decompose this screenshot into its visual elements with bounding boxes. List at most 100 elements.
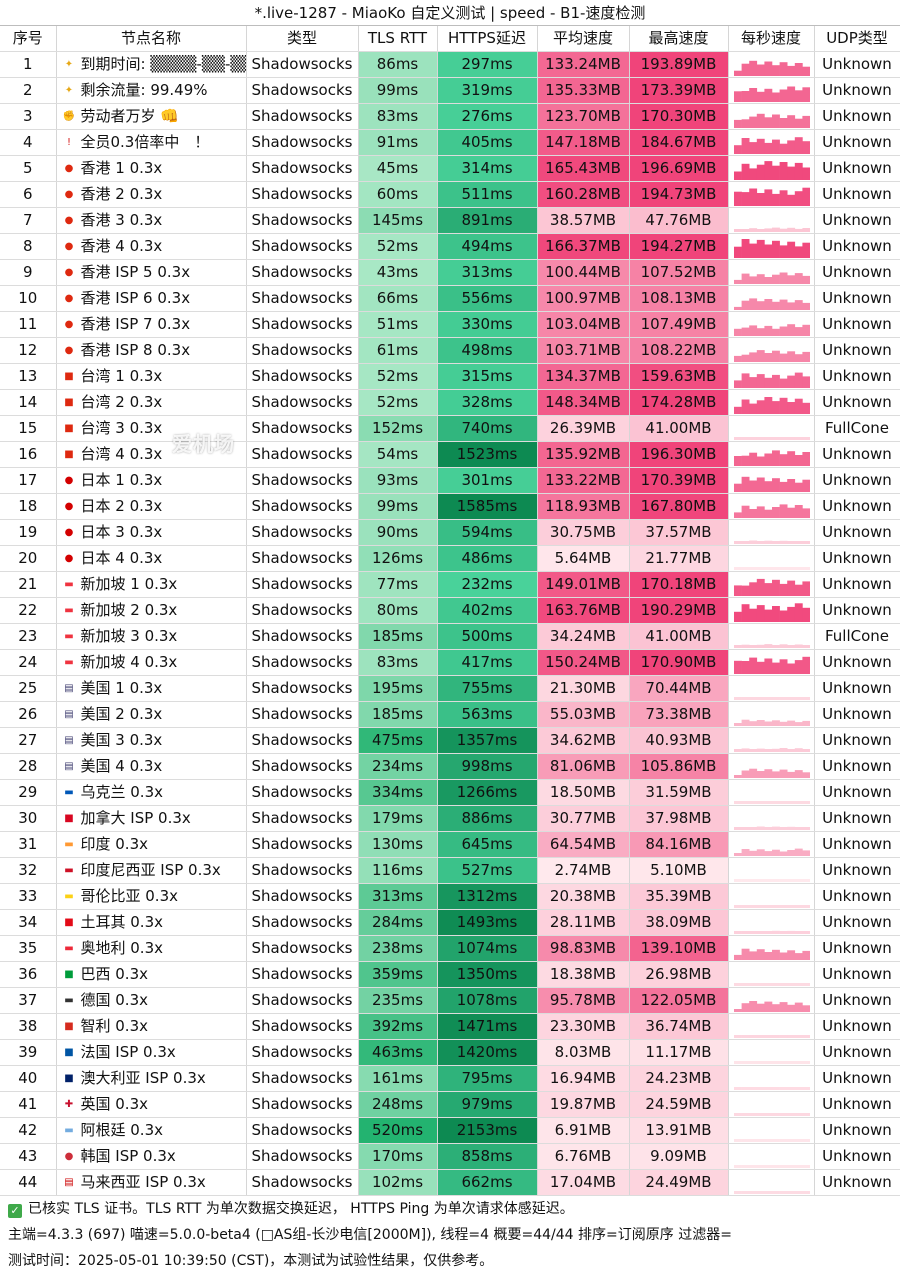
sparkline-bar <box>801 324 810 336</box>
tls-rtt: 86ms <box>358 51 438 78</box>
row-index: 33 <box>0 883 57 910</box>
sparkline-bar <box>763 982 772 986</box>
sparkline-bar <box>741 1112 749 1116</box>
per-second-speed-sparkline <box>728 181 815 208</box>
sparkline-bar <box>771 770 780 778</box>
sparkline-bar <box>733 930 742 934</box>
node-name-cell: ● 香港 ISP 5 0.3x <box>56 259 247 286</box>
https-latency: 795ms <box>437 1065 538 1092</box>
sparkline-bar <box>733 483 742 492</box>
tls-rtt: 61ms <box>358 337 438 364</box>
sparkline-bar <box>779 481 787 492</box>
sparkline-bar <box>801 878 810 882</box>
sparkline-bar <box>794 769 803 778</box>
sparkline-bar <box>741 826 749 830</box>
https-latency: 314ms <box>437 155 538 182</box>
tls-rtt: 54ms <box>358 441 438 468</box>
per-second-speed-sparkline <box>728 415 815 442</box>
sparkline-chart <box>733 136 810 154</box>
sparkline-bar <box>756 1086 765 1090</box>
footer-line-2: 主端=4.3.3 (697) 喵速=5.0.0-beta4 (□AS组-长沙电信… <box>8 1227 732 1243</box>
proxy-type: Shadowsocks <box>246 623 359 650</box>
row-index: 7 <box>0 207 57 234</box>
sparkline-bar <box>733 406 742 414</box>
sparkline-bar <box>733 611 742 622</box>
sparkline-bar <box>801 275 810 284</box>
per-second-speed-sparkline <box>728 987 815 1014</box>
udp-type: Unknown <box>814 805 900 832</box>
avg-speed: 26.39MB <box>537 415 630 442</box>
per-second-speed-sparkline <box>728 1169 815 1196</box>
sparkline-bar <box>801 1004 810 1012</box>
kr-flag-icon: ● <box>64 1151 74 1162</box>
max-speed: 41.00MB <box>629 415 729 442</box>
sparkline-bar <box>741 585 749 596</box>
avg-speed: 30.75MB <box>537 519 630 546</box>
node-name-cell: ■ 澳大利亚 ISP 0.3x <box>56 1065 247 1092</box>
node-name: 台湾 4 0.3x <box>80 445 163 463</box>
proxy-type: Shadowsocks <box>246 675 359 702</box>
sparkline-chart <box>733 60 810 76</box>
row-index: 3 <box>0 103 57 130</box>
sparkline-bar <box>779 1034 787 1038</box>
sparkline-bar <box>794 436 803 440</box>
sparkline-bar <box>779 1164 787 1168</box>
table-row: 32 ▬ 印度尼西亚 ISP 0.3x Shadowsocks 116ms 527ms 2.… <box>0 857 900 884</box>
table-row: 5 ● 香港 1 0.3x Shadowsocks 45ms 314ms 165.43MB 1… <box>0 155 900 182</box>
node-name-cell: ■ 智利 0.3x <box>56 1013 247 1040</box>
per-second-speed-sparkline <box>728 1091 815 1118</box>
proxy-type: Shadowsocks <box>246 51 359 78</box>
sparkline-bar <box>794 644 803 648</box>
udp-type: Unknown <box>814 233 900 260</box>
sparkline-bar <box>741 118 749 128</box>
https-latency: 1266ms <box>437 779 538 806</box>
au-flag-icon: ■ <box>64 1073 74 1084</box>
sparkline-bar <box>801 1112 810 1116</box>
max-speed: 13.91MB <box>629 1117 729 1144</box>
sparkline-bar <box>801 1138 810 1142</box>
https-latency: 1074ms <box>437 935 538 962</box>
sparkline-bar <box>741 747 749 752</box>
node-name: 香港 1 0.3x <box>80 159 163 177</box>
proxy-type: Shadowsocks <box>246 883 359 910</box>
table-row: 22 ▬ 新加坡 2 0.3x Shadowsocks 80ms 402ms 163.76M… <box>0 597 900 624</box>
cl-flag-icon: ■ <box>64 1021 74 1032</box>
sparkline-bar <box>771 400 780 414</box>
per-second-speed-sparkline <box>728 441 815 468</box>
sparkline-bar <box>748 1138 757 1142</box>
sparkline-bar <box>794 136 803 154</box>
avg-speed: 95.78MB <box>537 987 630 1014</box>
table-row: 15 ■ 台湾 3 0.3x Shadowsocks 152ms 740ms 26.39MB… <box>0 415 900 442</box>
sparkline-bar <box>733 379 742 388</box>
row-index: 2 <box>0 77 57 104</box>
sparkline-bar <box>794 982 803 986</box>
sparkline-bar <box>779 658 787 674</box>
sparkline-bar <box>801 771 810 778</box>
node-name: 土耳其 0.3x <box>80 913 164 931</box>
sparkline-bar <box>794 228 803 232</box>
sparkline-bar <box>779 272 787 284</box>
udp-type: Unknown <box>814 1013 900 1040</box>
sparkline-bar <box>794 245 803 258</box>
hk-flag-icon: ● <box>64 241 74 252</box>
us-flag-icon: ▤ <box>64 709 74 720</box>
https-latency: 405ms <box>437 129 538 156</box>
proxy-type: Shadowsocks <box>246 415 359 442</box>
node-name: 台湾 3 0.3x <box>80 419 163 437</box>
table-row: 9 ● 香港 ISP 5 0.3x Shadowsocks 43ms 313ms 100.4… <box>0 259 900 286</box>
node-name: 美国 2 0.3x <box>80 705 163 723</box>
per-second-speed-sparkline <box>728 831 815 858</box>
tls-rtt: 248ms <box>358 1091 438 1118</box>
table-row: 8 ● 香港 4 0.3x Shadowsocks 52ms 494ms 166.37MB 1… <box>0 233 900 260</box>
sparkline-bar <box>748 982 757 986</box>
sparkline-chart <box>733 1086 810 1090</box>
sparkline-bar <box>794 584 803 596</box>
sparkline-chart <box>733 904 810 908</box>
tls-rtt: 195ms <box>358 675 438 702</box>
udp-type: Unknown <box>814 311 900 338</box>
avg-speed: 103.04MB <box>537 311 630 338</box>
proxy-type: Shadowsocks <box>246 701 359 728</box>
https-latency: 328ms <box>437 389 538 416</box>
table-body: 1 ✦ 到期时间: ▒▒▒▒-▒▒-▒▒ Shadowsocks 86ms 297ms 13… <box>0 51 900 1196</box>
proxy-type: Shadowsocks <box>246 259 359 286</box>
